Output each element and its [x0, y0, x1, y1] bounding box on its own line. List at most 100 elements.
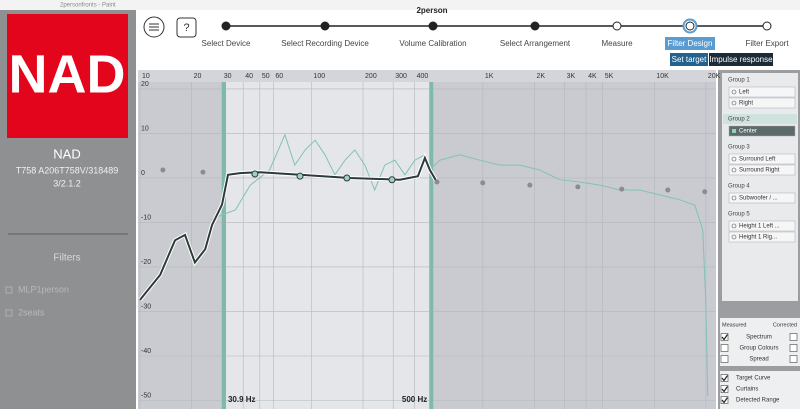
x-tick-label: 4K — [588, 73, 597, 80]
measured-checkbox-check — [721, 334, 728, 341]
x-tick-label: 100 — [313, 73, 325, 80]
target-point[interactable] — [251, 170, 259, 178]
curtain-bar[interactable] — [429, 82, 434, 409]
overlay-option: Target Curve — [736, 376, 771, 382]
overlay-option: Curtains — [736, 387, 758, 393]
window-title: 2personfronts - Paint — [60, 3, 116, 9]
tab-button[interactable] — [670, 53, 708, 66]
measured-checkbox[interactable] — [720, 333, 729, 341]
x-tick-label: 200 — [365, 73, 377, 80]
x-tick-label: 20 — [194, 73, 202, 80]
help-button[interactable] — [176, 17, 197, 38]
help-icon: ? — [183, 22, 189, 34]
filter-checkbox[interactable] — [5, 286, 13, 294]
curtain-label: 500 Hz — [402, 395, 427, 404]
x-tick-label: 3K — [567, 73, 576, 80]
channel-icon — [731, 195, 737, 201]
curtain-label: 30.9 Hz — [228, 395, 256, 404]
x-tick-label: 300 — [395, 73, 407, 80]
filter-name: 2seats — [18, 307, 45, 317]
y-tick-label: 0 — [141, 170, 145, 177]
step-label: Select Device — [202, 39, 251, 48]
x-tick-label: 60 — [275, 73, 283, 80]
step-dot[interactable] — [530, 21, 540, 31]
target-point[interactable] — [480, 180, 486, 186]
corrected-checkbox[interactable] — [789, 355, 798, 363]
step-dot[interactable] — [221, 21, 231, 31]
step-dot[interactable] — [762, 21, 772, 31]
curtain-bar[interactable] — [221, 82, 226, 409]
step-label: Select Recording Device — [281, 39, 369, 48]
step-label: Select Arrangement — [500, 39, 571, 48]
group-name: Group 4 — [728, 184, 750, 190]
step-dot[interactable] — [685, 21, 695, 31]
target-point[interactable] — [619, 186, 625, 192]
channel-name: Height 1 Rig... — [739, 235, 777, 241]
display-option: Group Colours — [739, 346, 778, 352]
y-tick-label: -40 — [141, 348, 151, 355]
group-name: Group 3 — [728, 145, 750, 151]
response-curve — [139, 155, 438, 301]
measured-checkbox[interactable] — [720, 344, 729, 352]
tick-row — [138, 70, 716, 82]
x-tick-label: 40 — [245, 73, 253, 80]
channel-icon — [731, 100, 737, 106]
measured-checkbox[interactable] — [720, 355, 729, 363]
overlay-checkbox-check — [721, 386, 728, 393]
target-point[interactable] — [388, 176, 396, 184]
corrected-checkbox[interactable] — [789, 344, 798, 352]
x-tick-label: 10 — [142, 73, 150, 80]
target-point[interactable] — [200, 169, 206, 175]
channel-item[interactable] — [728, 164, 796, 176]
display-option: Spread — [749, 357, 768, 363]
corrected-checkbox[interactable] — [789, 333, 798, 341]
logo-text: NAD — [9, 44, 126, 104]
tab-button-label: Impulse response — [709, 55, 773, 64]
target-point[interactable] — [702, 189, 708, 195]
target-point[interactable] — [665, 187, 671, 193]
target-point[interactable] — [296, 172, 304, 180]
overlay-checkbox[interactable] — [720, 385, 729, 393]
step-dot[interactable] — [612, 21, 622, 31]
overlay-box — [720, 371, 800, 409]
channel-item[interactable] — [728, 192, 796, 204]
channel-icon — [731, 89, 737, 95]
active-step-highlight — [665, 37, 715, 50]
target-point[interactable] — [160, 167, 166, 173]
channel-item[interactable] — [728, 231, 796, 243]
filter-checkbox[interactable] — [5, 309, 13, 317]
x-tick-label: 1K — [485, 73, 494, 80]
group-highlight — [723, 114, 797, 124]
channel-item[interactable] — [728, 86, 796, 98]
channel-item[interactable] — [728, 153, 796, 165]
y-tick-label: -30 — [141, 303, 151, 310]
display-box — [720, 318, 800, 366]
step-dot[interactable] — [428, 21, 438, 31]
y-tick-label: 20 — [141, 81, 149, 88]
tab-button[interactable] — [709, 53, 773, 66]
channel-item[interactable] — [728, 97, 796, 109]
channel-icon — [732, 129, 736, 133]
config: 3/2.1.2 — [53, 178, 81, 188]
tab-button-label: Set target — [672, 55, 707, 64]
y-tick-label: 10 — [141, 125, 149, 132]
channel-item[interactable] — [728, 220, 796, 232]
channel-name: Subwoofer / ... — [739, 196, 778, 202]
x-tick-label: 2K — [536, 73, 545, 80]
response-curve — [210, 133, 709, 397]
target-point[interactable] — [575, 184, 581, 190]
y-tick-label: -50 — [141, 392, 151, 399]
channel-name: Surround Right — [739, 168, 780, 174]
x-tick-label: 50 — [262, 73, 270, 80]
step-dot[interactable] — [320, 21, 330, 31]
x-tick-label: 30 — [224, 73, 232, 80]
target-point[interactable] — [527, 182, 533, 188]
step-label: Filter Design — [668, 39, 713, 48]
overlay-checkbox[interactable] — [720, 374, 729, 382]
overlay-checkbox[interactable] — [720, 396, 729, 404]
target-point[interactable] — [343, 174, 351, 182]
channel-item[interactable] — [728, 125, 796, 137]
target-point[interactable] — [434, 179, 440, 185]
curtain-shade — [138, 70, 224, 409]
display-header: Corrected — [773, 322, 797, 328]
